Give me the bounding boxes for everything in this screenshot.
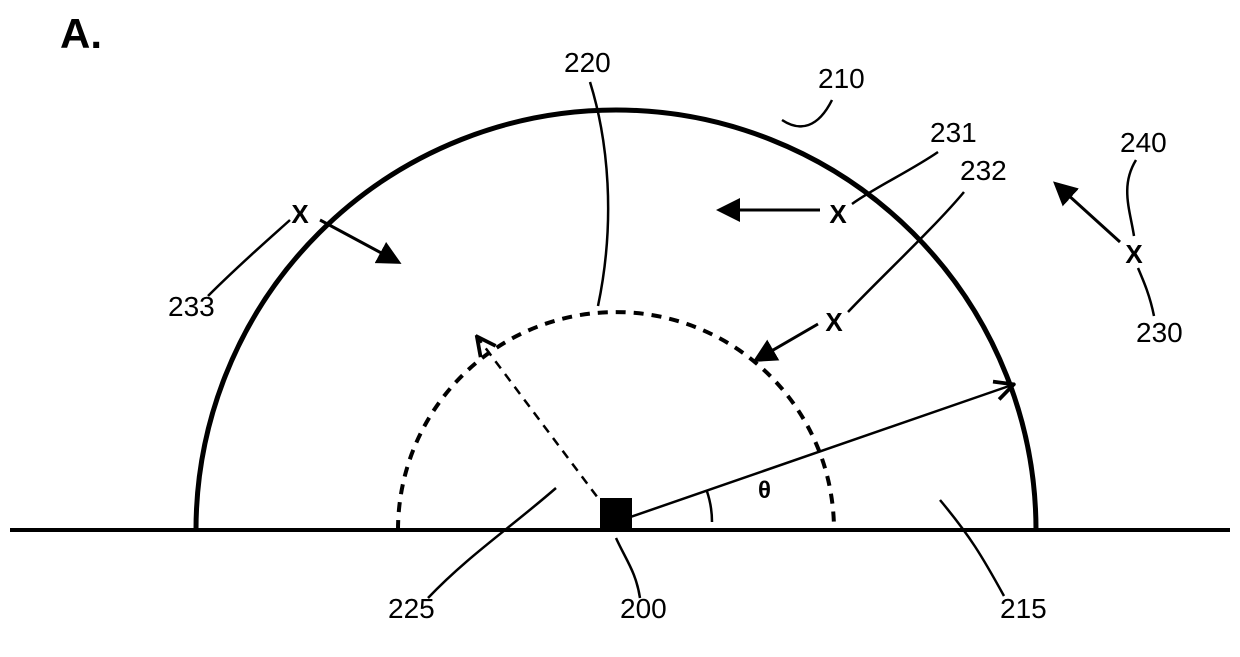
target-233-arrow — [320, 220, 398, 262]
callout-240: 240 — [1120, 127, 1167, 236]
target-240-arrow — [1056, 184, 1120, 242]
theta-arc — [707, 491, 712, 522]
callout-230-label: 230 — [1136, 317, 1183, 348]
diagram-canvas: θ A. X X X X 200 210 215 220 225 — [0, 0, 1240, 657]
panel-label: A. — [60, 10, 102, 57]
callout-233-label: 233 — [168, 291, 215, 322]
radius-outer — [616, 385, 1012, 522]
callout-231: 231 — [852, 117, 977, 204]
target-233-marker: X — [291, 199, 309, 229]
callout-225: 225 — [388, 488, 556, 624]
callout-230: 230 — [1136, 268, 1183, 348]
target-240-marker: X — [1125, 239, 1143, 269]
callout-220-label: 220 — [564, 47, 611, 78]
callout-215-leader — [940, 500, 1004, 596]
callout-200-label: 200 — [620, 593, 667, 624]
callout-232: 232 — [848, 155, 1007, 312]
callout-220-leader — [590, 82, 608, 306]
callout-210-label: 210 — [818, 63, 865, 94]
target-232: X — [756, 307, 843, 360]
target-231: X — [720, 199, 847, 229]
callout-220: 220 — [564, 47, 611, 306]
target-231-marker: X — [829, 199, 847, 229]
target-232-marker: X — [825, 307, 843, 337]
callout-225-label: 225 — [388, 593, 435, 624]
callout-200-leader — [616, 538, 640, 598]
callout-215: 215 — [940, 500, 1047, 624]
callout-231-leader — [852, 152, 938, 204]
callout-240-leader — [1127, 160, 1136, 236]
station-marker — [600, 498, 632, 532]
callout-232-leader — [848, 192, 964, 312]
callout-215-label: 215 — [1000, 593, 1047, 624]
callout-231-label: 231 — [930, 117, 977, 148]
callout-210-leader — [782, 100, 832, 126]
callout-232-label: 232 — [960, 155, 1007, 186]
callout-210: 210 — [782, 63, 865, 126]
callout-200: 200 — [616, 538, 667, 624]
theta-label: θ — [758, 477, 771, 504]
callout-225-leader — [428, 488, 556, 598]
callout-240-label: 240 — [1120, 127, 1167, 158]
callout-233: 233 — [168, 220, 290, 322]
outer-arc — [196, 110, 1036, 530]
target-240: X — [1056, 184, 1143, 269]
callout-230-leader — [1138, 268, 1154, 316]
target-232-arrow — [756, 324, 818, 360]
